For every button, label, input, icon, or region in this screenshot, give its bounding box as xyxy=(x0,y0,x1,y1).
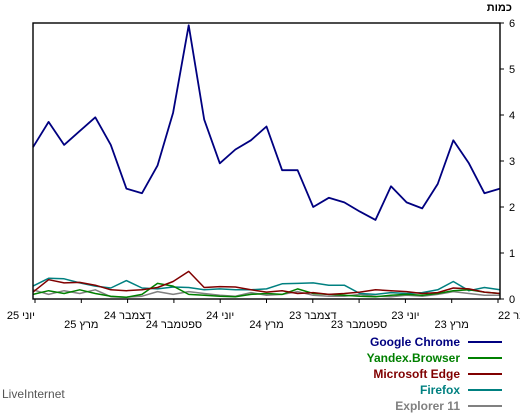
y-tick-label: 2 xyxy=(509,202,515,214)
x-tick-label: דצמבר 23 xyxy=(289,310,336,322)
legend-item-microsoft-edge: Microsoft Edge xyxy=(367,366,502,382)
y-tick-label: 6 xyxy=(509,18,515,30)
y-axis-label: כמות xyxy=(487,2,512,14)
legend-item-google-chrome: Google Chrome xyxy=(367,334,502,350)
legend-swatch xyxy=(468,405,502,407)
y-tick-label: 0 xyxy=(509,294,515,306)
x-tick-label: דצמבר 24 xyxy=(104,310,151,322)
legend-label: Yandex.Browser xyxy=(366,351,460,365)
legend: Google Chrome Yandex.Browser Microsoft E… xyxy=(367,334,502,414)
x-tick-label: ספטמבר 23 xyxy=(331,319,387,331)
legend-label: Google Chrome xyxy=(369,335,460,349)
y-tick-label: 3 xyxy=(509,156,515,168)
x-tick-label: יוני 24 xyxy=(206,310,234,322)
series-line-microsoft-edge xyxy=(32,270,501,296)
legend-swatch xyxy=(468,357,502,359)
y-tick-label: 1 xyxy=(509,248,515,260)
x-tick-label: מרץ 23 xyxy=(435,319,469,331)
series-line-firefox xyxy=(32,277,501,296)
x-tick-label: יוני 25 xyxy=(7,310,35,322)
y-tick-label: 5 xyxy=(509,64,515,76)
legend-swatch xyxy=(468,373,502,375)
plot-frame xyxy=(32,22,501,300)
x-tick-label: יוני 23 xyxy=(391,310,419,322)
legend-swatch xyxy=(468,389,502,391)
x-tick-label: דצמבר 22 xyxy=(498,310,520,322)
legend-item-explorer-11: Explorer 11 xyxy=(367,398,502,414)
legend-label: Microsoft Edge xyxy=(373,367,460,381)
legend-swatch xyxy=(468,341,502,343)
y-axis-ticks: 0 1 2 3 4 5 6 xyxy=(500,18,515,306)
x-tick-label: ספטמבר 24 xyxy=(146,319,202,331)
series-line-yandex-browser xyxy=(32,282,501,298)
series-line-google-chrome xyxy=(32,24,501,221)
legend-label: Explorer 11 xyxy=(395,399,460,413)
legend-item-yandex-browser: Yandex.Browser xyxy=(367,350,502,366)
x-tick-label: מרץ 24 xyxy=(249,319,283,331)
x-tick-label: מרץ 25 xyxy=(64,319,98,331)
series-layer xyxy=(32,24,501,298)
legend-item-firefox: Firefox xyxy=(367,382,502,398)
y-tick-label: 4 xyxy=(509,110,515,122)
legend-label: Firefox xyxy=(419,383,460,397)
brand-logo-text: LiveInternet xyxy=(2,387,65,401)
